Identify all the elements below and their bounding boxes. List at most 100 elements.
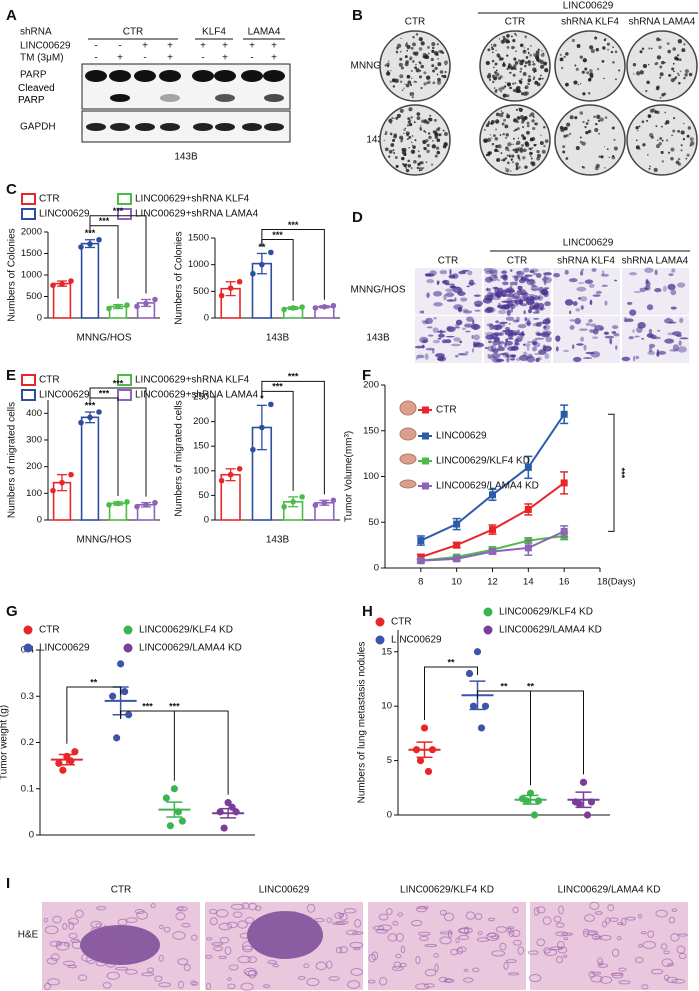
cell xyxy=(604,335,615,339)
colony xyxy=(504,85,507,88)
colony xyxy=(647,114,652,118)
cell xyxy=(580,305,584,310)
y-tick-label: 1500 xyxy=(188,233,209,244)
tissue xyxy=(457,927,470,934)
colony xyxy=(571,38,575,43)
lane-sign: - xyxy=(94,53,97,64)
colony xyxy=(396,113,401,118)
colony xyxy=(500,90,503,93)
colony xyxy=(529,148,532,151)
colony xyxy=(672,47,677,51)
cell xyxy=(432,339,441,344)
colony xyxy=(508,155,511,158)
data-point xyxy=(321,304,328,310)
colony xyxy=(604,167,606,169)
colony xyxy=(495,72,500,77)
colony xyxy=(646,119,649,122)
colony xyxy=(487,48,491,52)
cell xyxy=(496,340,501,346)
tissue xyxy=(306,903,316,913)
colony xyxy=(431,64,435,68)
colony xyxy=(506,154,509,157)
tissue xyxy=(91,947,103,953)
band xyxy=(134,70,156,82)
cell xyxy=(510,306,514,313)
colony xyxy=(522,156,526,160)
colony xyxy=(589,45,594,50)
band xyxy=(264,94,284,102)
cell xyxy=(531,338,538,345)
colony xyxy=(415,63,417,66)
cell xyxy=(452,273,459,279)
tissue xyxy=(637,914,643,919)
colony xyxy=(483,128,486,131)
tissue xyxy=(439,909,447,916)
cell xyxy=(435,353,445,358)
cell xyxy=(490,353,501,359)
cell xyxy=(496,292,501,299)
data-point xyxy=(417,553,425,561)
colony xyxy=(428,135,432,140)
y-tick-label: 15 xyxy=(381,646,392,657)
tissue xyxy=(367,979,376,984)
cell xyxy=(536,273,542,279)
colony xyxy=(392,85,396,88)
cell xyxy=(564,269,569,275)
colony xyxy=(670,147,675,152)
cell xyxy=(436,357,444,361)
tissue xyxy=(106,971,120,980)
cell xyxy=(522,332,525,337)
colony xyxy=(485,153,489,157)
cell xyxy=(677,282,686,288)
tissue xyxy=(505,959,517,964)
colony xyxy=(407,164,411,168)
colony xyxy=(511,45,515,50)
colony xyxy=(413,159,417,164)
colony xyxy=(505,133,509,137)
colony xyxy=(500,110,503,112)
colony xyxy=(526,130,530,135)
y-axis-label: Numbers of Colonies xyxy=(7,228,18,321)
colony xyxy=(537,153,541,158)
tissue xyxy=(218,922,232,931)
data-point xyxy=(473,648,482,656)
colony xyxy=(603,38,607,42)
cell xyxy=(523,298,530,302)
colony xyxy=(403,132,405,134)
cell xyxy=(542,276,553,284)
cell xyxy=(585,322,591,326)
colony xyxy=(407,117,411,121)
cell xyxy=(526,279,536,286)
colony xyxy=(501,86,505,90)
tissue xyxy=(391,965,404,971)
cell xyxy=(540,289,544,293)
colony xyxy=(409,92,412,94)
cell-line: 143B xyxy=(174,152,198,163)
colony xyxy=(521,134,525,138)
colony xyxy=(516,85,521,90)
legend-label: LINC00629 xyxy=(39,390,90,401)
tissue xyxy=(297,976,306,981)
cell xyxy=(507,346,516,352)
colony xyxy=(687,126,691,130)
cell xyxy=(543,275,547,279)
colony xyxy=(494,62,498,66)
cell xyxy=(455,355,459,358)
colony xyxy=(517,156,521,160)
cell xyxy=(564,299,574,306)
colony xyxy=(580,83,582,85)
colony xyxy=(415,51,419,55)
tissue xyxy=(328,976,340,981)
cell xyxy=(580,268,585,272)
colony xyxy=(401,150,407,155)
micrograph xyxy=(553,316,620,363)
tissue xyxy=(109,926,116,934)
band-label-box: Cleaved PARP xyxy=(18,83,55,106)
group-label: CTR xyxy=(123,27,144,38)
colony xyxy=(415,81,418,83)
row-label: 143B xyxy=(366,333,390,344)
colony xyxy=(635,145,640,150)
colony xyxy=(418,169,421,172)
y-tick-label: 0 xyxy=(387,810,392,821)
colony xyxy=(491,137,493,139)
